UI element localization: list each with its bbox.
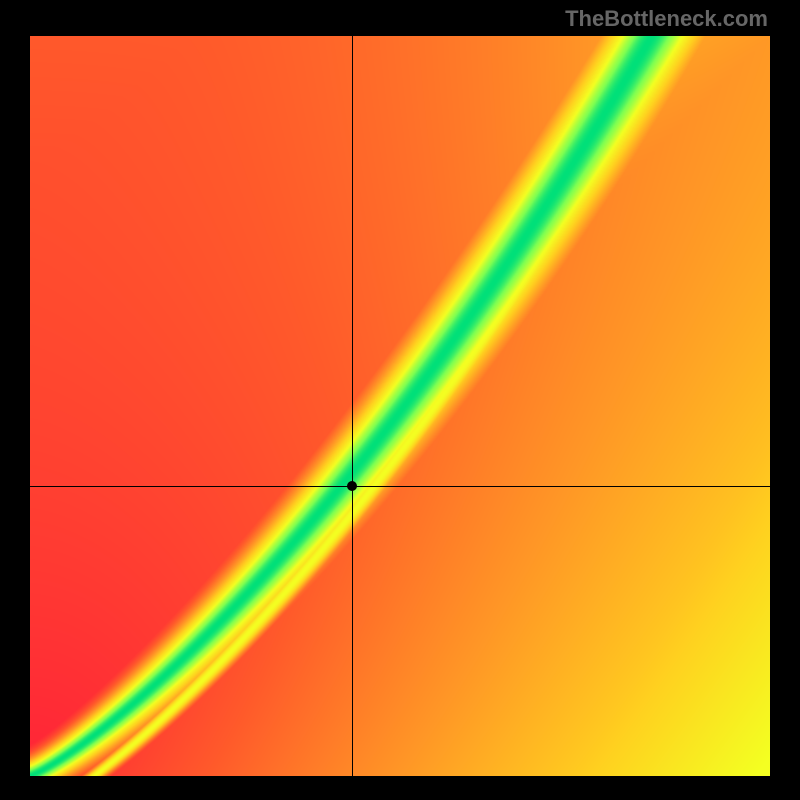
crosshair-horizontal xyxy=(30,486,770,487)
plot-area xyxy=(30,36,770,776)
crosshair-vertical xyxy=(352,36,353,776)
crosshair-dot xyxy=(347,481,357,491)
heatmap-canvas xyxy=(30,36,770,776)
watermark-text: TheBottleneck.com xyxy=(565,6,768,32)
figure-root: TheBottleneck.com xyxy=(0,0,800,800)
